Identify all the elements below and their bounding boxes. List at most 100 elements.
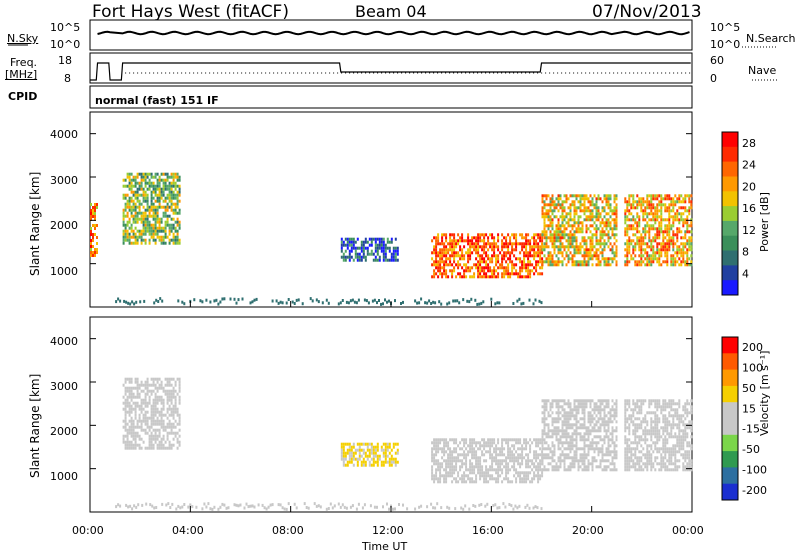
data-cell-5 [638, 203, 641, 207]
data-cell-4 [579, 221, 582, 225]
data-cell-2 [521, 480, 524, 484]
data-cell-2 [495, 468, 498, 472]
data-cell-4 [551, 224, 554, 228]
data-cell-3 [605, 468, 608, 472]
data-cell-4 [557, 227, 560, 231]
data-cell-4 [551, 227, 554, 231]
data-cell-3 [555, 429, 558, 433]
data-cell-3 [545, 435, 548, 439]
data-cell-1 [122, 235, 125, 239]
data-cell-3 [605, 465, 608, 469]
colorbar-swatch [722, 191, 738, 207]
data-cell-1 [160, 190, 163, 194]
data-cell-4 [690, 420, 693, 424]
data-cell-3 [607, 450, 610, 454]
data-cell-3 [497, 275, 500, 279]
data-cell-2 [505, 462, 508, 466]
data-cell-4 [680, 447, 683, 451]
data-cell-1 [172, 190, 175, 194]
data-cell-0 [144, 401, 147, 405]
data-cell-3 [533, 236, 536, 240]
data-cell-2 [485, 471, 488, 475]
data-cell-3 [491, 269, 494, 273]
data-cell-4 [551, 212, 554, 216]
data-cell-3 [615, 408, 618, 412]
data-cell-5 [670, 236, 673, 240]
data-cell-0 [162, 434, 165, 438]
data-cell-3 [553, 426, 556, 430]
data-cell-2 [471, 444, 474, 448]
data-cell-4 [595, 239, 598, 243]
data-cell-3 [469, 248, 472, 252]
data-cell-2 [499, 462, 502, 466]
data-cell-1 [168, 223, 171, 227]
data-cell-0 [130, 422, 133, 426]
data-cell-2 [457, 456, 460, 460]
data-cell-3 [457, 254, 460, 258]
data-cell-0 [132, 425, 135, 429]
data-cell-4 [609, 194, 612, 198]
data-cell-4 [646, 423, 649, 427]
data-cell-5 [642, 218, 645, 222]
data-cell-2 [519, 480, 522, 484]
data-cell-5 [684, 233, 687, 237]
xaxis-label: Time UT [362, 540, 408, 553]
data-cell-3 [579, 417, 582, 421]
data-cell-5 [634, 227, 637, 231]
data-cell-3 [587, 426, 590, 430]
ground-scatter-cell [263, 506, 266, 510]
data-cell-1 [158, 196, 161, 200]
data-cell-2 [348, 243, 351, 247]
data-cell-4 [561, 233, 564, 237]
data-cell-3 [481, 257, 484, 261]
data-cell-2 [505, 459, 508, 463]
data-cell-0 [160, 422, 163, 426]
data-cell-1 [152, 196, 155, 200]
data-cell-4 [678, 399, 681, 403]
data-cell-5 [644, 218, 647, 222]
colorbar-swatch [722, 176, 738, 192]
data-cell-5 [660, 215, 663, 219]
data-cell-2 [376, 243, 379, 247]
data-cell-4 [680, 414, 683, 418]
data-cell-0 [132, 395, 135, 399]
data-cell-3 [597, 429, 600, 433]
data-cell-3 [551, 450, 554, 454]
data-cell-2 [479, 441, 482, 445]
data-cell-4 [664, 423, 667, 427]
data-cell-3 [441, 272, 444, 276]
data-cell-3 [521, 260, 524, 264]
data-cell-3 [581, 426, 584, 430]
data-cell-4 [664, 399, 667, 403]
data-cell-2 [457, 453, 460, 457]
data-cell-0 [154, 434, 157, 438]
data-cell-3 [607, 402, 610, 406]
data-cell-3 [455, 263, 458, 267]
data-cell-3 [535, 242, 538, 246]
data-cell-5 [640, 251, 643, 255]
data-cell-4 [690, 405, 693, 409]
data-cell-3 [557, 402, 560, 406]
data-cell-4 [644, 429, 647, 433]
data-cell-3 [449, 269, 452, 273]
ground-scatter-cell [363, 298, 366, 302]
data-cell-0 [124, 440, 127, 444]
data-cell-4 [632, 423, 635, 427]
data-cell-3 [449, 263, 452, 267]
data-cell-3 [459, 257, 462, 261]
data-cell-2 [471, 468, 474, 472]
data-cell-2 [475, 459, 478, 463]
data-cell-3 [471, 242, 474, 246]
data-cell-3 [563, 441, 566, 445]
data-cell-4 [656, 414, 659, 418]
data-cell-3 [557, 411, 560, 415]
data-cell-1 [158, 238, 161, 242]
data-cell-4 [688, 450, 691, 454]
data-cell-4 [567, 239, 570, 243]
ground-scatter-cell [125, 503, 128, 507]
data-cell-4 [551, 260, 554, 264]
data-cell-1 [176, 223, 179, 227]
data-cell-3 [461, 257, 464, 261]
data-cell-1 [128, 178, 131, 182]
data-cell-3 [603, 435, 606, 439]
